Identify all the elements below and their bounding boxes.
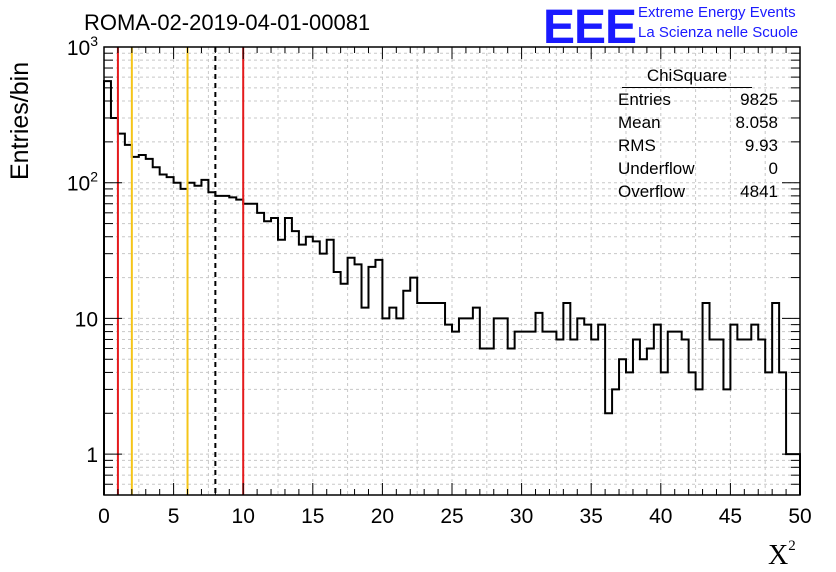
eee-logo: EEE [543,1,637,54]
stats-label: Underflow [618,159,695,178]
x-tick-label: 10 [232,505,255,528]
y-tick-label: 1 [86,444,98,467]
x-tick-label: 0 [98,505,110,528]
stats-label: RMS [618,136,656,155]
x-axis-label: X2 [768,538,796,571]
histogram-series [103,80,801,495]
stats-row-entries: Entries 9825 [610,88,778,111]
y-axis-label: Entries/bin [6,61,34,180]
x-tick-label: 20 [371,505,394,528]
stats-value: 0 [768,159,778,178]
x-tick-label: 30 [510,505,533,528]
x-tick-label: 15 [301,505,324,528]
stats-label: Entries [618,90,671,109]
stats-label: Mean [618,113,661,132]
x-tick-label: 45 [719,505,742,528]
x-tick-label: 5 [168,505,180,528]
logo-subtitle-2: La Scienza nelle Scuole [638,24,799,41]
y-tick-label: 103 [67,33,98,60]
stats-title: ChiSquare [622,66,752,88]
stats-box: ChiSquare Entries 9825 Mean 8.058 RMS 9.… [610,66,778,203]
y-tick-label: 10 [75,308,98,331]
stats-row-rms: RMS 9.93 [610,134,778,157]
stats-value: 9.93 [744,136,778,155]
stats-row-mean: Mean 8.058 [610,111,778,134]
x-tick-label: 25 [440,505,463,528]
stats-value: 8.058 [735,113,778,132]
stats-row-underflow: Underflow 0 [610,157,778,180]
stats-label: Overflow [618,182,686,201]
x-tick-label: 50 [788,505,811,528]
x-tick-label: 40 [649,505,672,528]
logo-subtitle-1: Extreme Energy Events [638,4,796,21]
stats-row-overflow: Overflow 4841 [610,180,778,203]
chart-title: ROMA-02-2019-04-01-00081 [84,10,371,35]
y-tick-label: 102 [67,169,98,196]
x-tick-label: 35 [580,505,603,528]
stats-value: 9825 [740,90,778,109]
stats-value: 4841 [740,182,778,201]
